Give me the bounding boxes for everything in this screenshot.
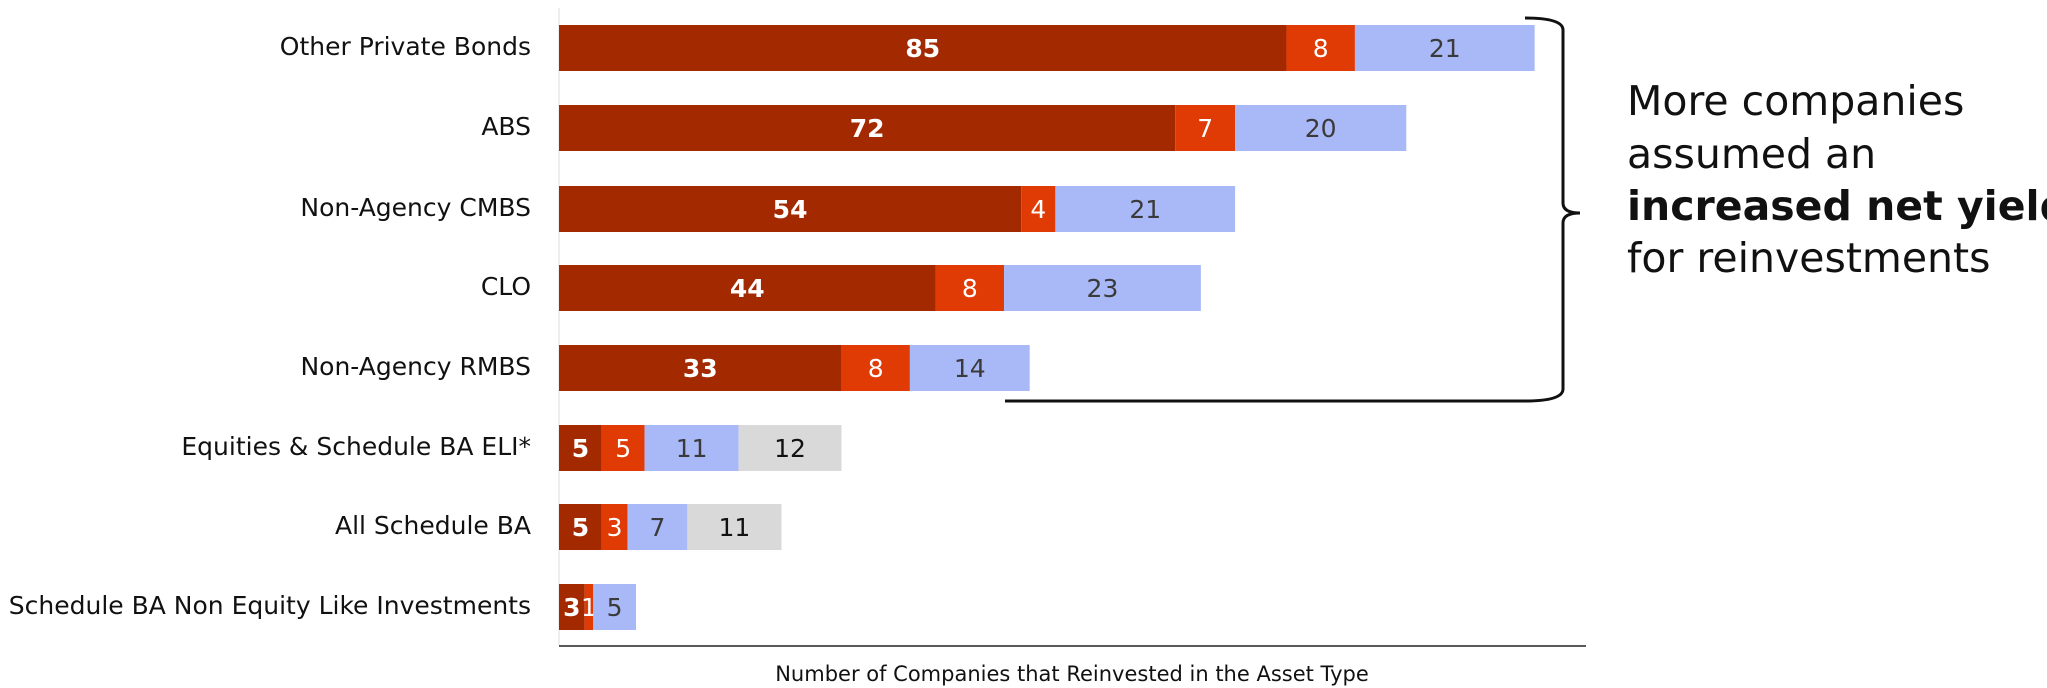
category-label: Non-Agency RMBS xyxy=(300,352,531,381)
bar-segment xyxy=(627,504,688,550)
data-label: 8 xyxy=(1313,34,1329,63)
data-label: 5 xyxy=(572,513,589,542)
bar-segment xyxy=(601,425,645,471)
bar-segment xyxy=(1021,186,1056,232)
bar-segment xyxy=(601,504,628,550)
bar-segment xyxy=(559,25,1287,71)
data-label: 7 xyxy=(649,513,665,542)
data-label: 44 xyxy=(730,274,765,303)
bar-segment xyxy=(559,345,842,391)
bar-segment xyxy=(559,265,936,311)
data-label: 3 xyxy=(563,593,580,622)
category-label: CLO xyxy=(481,272,531,301)
data-label: 85 xyxy=(905,34,940,63)
category-label: Equities & Schedule BA ELI* xyxy=(181,432,531,461)
data-label: 33 xyxy=(683,354,718,383)
bar-segment xyxy=(738,425,842,471)
data-label: 5 xyxy=(615,434,631,463)
data-label: 3 xyxy=(607,513,623,542)
data-label: 54 xyxy=(773,195,808,224)
data-label: 12 xyxy=(774,434,806,463)
bar-segment xyxy=(1235,105,1407,151)
bar-segment xyxy=(644,425,739,471)
data-label: 11 xyxy=(719,513,751,542)
data-label: 7 xyxy=(1197,114,1213,143)
bar-segment xyxy=(584,584,594,630)
bar-segment xyxy=(1004,265,1201,311)
data-label: 5 xyxy=(607,593,623,622)
data-label: 8 xyxy=(962,274,978,303)
data-label: 72 xyxy=(850,114,885,143)
bar-segment xyxy=(559,425,602,471)
annotation-line: for reinvestments xyxy=(1627,234,1990,282)
bar-segment xyxy=(935,265,1005,311)
bar-segment xyxy=(1055,186,1236,232)
data-label: 8 xyxy=(868,354,884,383)
data-label: 4 xyxy=(1030,195,1046,224)
data-label: 11 xyxy=(676,434,708,463)
bar-segment xyxy=(559,584,585,630)
data-label: 14 xyxy=(954,354,986,383)
data-label: 21 xyxy=(1429,34,1461,63)
bar-segment xyxy=(559,186,1022,232)
bar-segment xyxy=(1175,105,1236,151)
annotation-line: increased net yield xyxy=(1627,182,2047,230)
data-label: 20 xyxy=(1305,114,1337,143)
data-label: 21 xyxy=(1129,195,1161,224)
bar-segment xyxy=(559,504,602,550)
bar-segment xyxy=(687,504,782,550)
bar-segment xyxy=(841,345,910,391)
bar-segment xyxy=(1286,25,1355,71)
x-axis-label: Number of Companies that Reinvested in t… xyxy=(775,662,1369,686)
category-label: Other Private Bonds xyxy=(280,32,531,61)
annotation-line: assumed an xyxy=(1627,130,1876,178)
category-label: ABS xyxy=(481,112,531,141)
bracket xyxy=(1005,16,1581,403)
bar-segment xyxy=(1354,25,1535,71)
data-label: 23 xyxy=(1087,274,1119,303)
category-label: Non-Agency CMBS xyxy=(300,193,531,222)
data-label: 1 xyxy=(581,593,597,622)
bar-segment xyxy=(559,105,1176,151)
category-label: All Schedule BA xyxy=(335,511,531,540)
data-label: 5 xyxy=(572,434,589,463)
bar-segment xyxy=(909,345,1030,391)
category-label: Schedule BA Non Equity Like Investments xyxy=(9,591,531,620)
bar-segment xyxy=(593,584,637,630)
annotation-line: More companies xyxy=(1627,77,1964,125)
